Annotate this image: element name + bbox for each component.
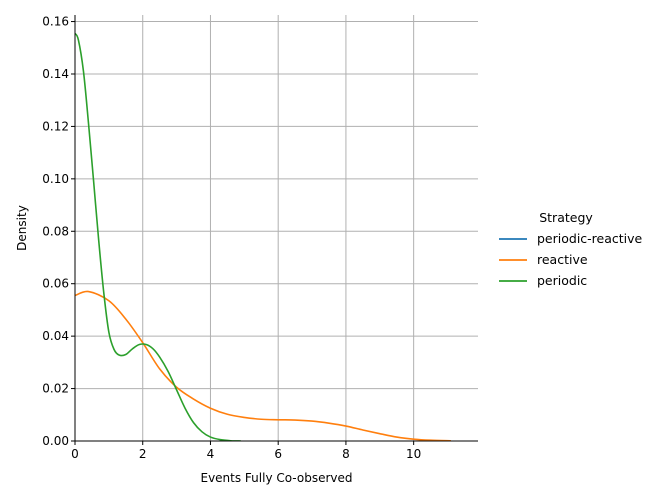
y-tick-label: 0.02	[42, 382, 69, 396]
y-tick-label: 0.06	[42, 277, 69, 291]
y-axis-label: Density	[15, 205, 29, 251]
y-tick-label: 0.04	[42, 329, 69, 343]
legend-label-reactive: reactive	[537, 252, 588, 267]
y-tick-label: 0.08	[42, 224, 69, 238]
legend: Strategy periodic-reactivereactiveperiod…	[499, 210, 643, 288]
x-axis-label: Events Fully Co-observed	[200, 471, 352, 485]
legend-title: Strategy	[539, 210, 593, 225]
y-tick-label: 0.10	[42, 172, 69, 186]
series-lines	[75, 32, 451, 441]
legend-label-periodic-reactive: periodic-reactive	[537, 231, 643, 246]
y-tick-label: 0.14	[42, 67, 69, 81]
y-tick-label: 0.16	[42, 15, 69, 29]
x-tick-label: 10	[406, 447, 421, 461]
x-tick-label: 8	[342, 447, 350, 461]
axes	[74, 15, 478, 442]
tick-labels: 0 2 4 6 8 10 0.00 0.02 0.04 0.06 0.08 0.10 0.12 0.14 0…	[42, 15, 421, 461]
x-tick-label: 2	[139, 447, 147, 461]
series-line-periodic	[75, 32, 241, 441]
grid	[74, 15, 478, 442]
legend-label-periodic: periodic	[537, 273, 587, 288]
y-tick-label: 0.00	[42, 434, 69, 448]
y-tick-label: 0.12	[42, 119, 69, 133]
x-tick-label: 4	[207, 447, 215, 461]
x-tick-label: 0	[71, 447, 79, 461]
legend-items: periodic-reactive reactive periodic	[499, 231, 643, 288]
series-line-reactive	[75, 290, 451, 441]
x-tick-label: 6	[274, 447, 282, 461]
